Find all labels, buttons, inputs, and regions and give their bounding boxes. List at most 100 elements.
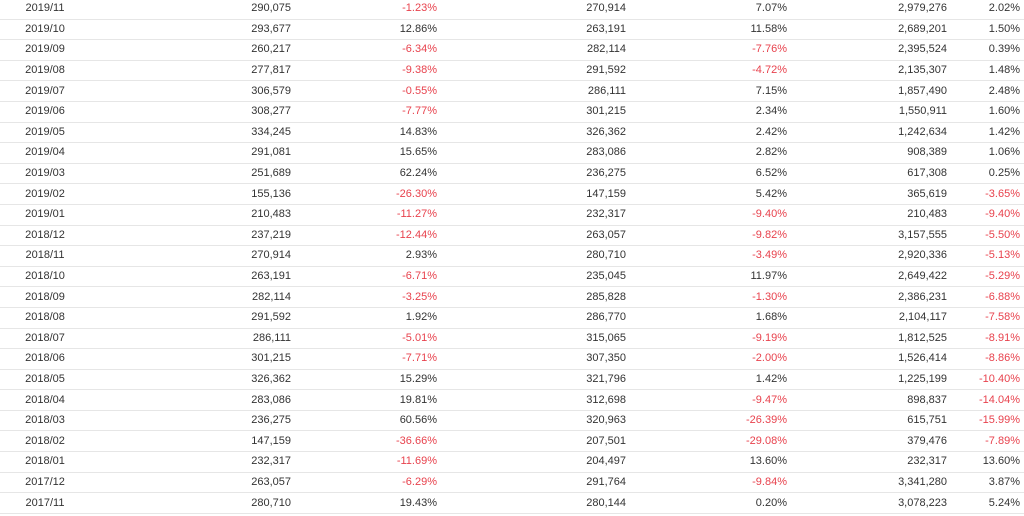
value-cell: 291,081 xyxy=(90,142,291,164)
percent-cell: 5.42% xyxy=(626,183,787,205)
percent-cell: -3.65% xyxy=(947,183,1024,205)
value-cell: 1,812,525 xyxy=(787,328,947,350)
percent-cell: 1.60% xyxy=(947,101,1024,123)
table-row: 2019/09 260,217 -6.34% 282,114 -7.76% 2,395,5… xyxy=(0,39,1024,61)
value-cell: 270,914 xyxy=(90,245,291,267)
value-cell: 615,751 xyxy=(787,410,947,432)
value-cell: 365,619 xyxy=(787,183,947,205)
value-cell: 210,483 xyxy=(787,204,947,226)
percent-cell: 6.52% xyxy=(626,163,787,185)
table-row: 2018/04 283,086 19.81% 312,698 -9.47% 898,837… xyxy=(0,389,1024,411)
value-cell: 306,579 xyxy=(90,80,291,102)
value-cell: 3,078,223 xyxy=(787,492,947,514)
value-cell: 232,317 xyxy=(90,451,291,473)
table-row: 2018/11 270,914 2.93% 280,710 -3.49% 2,920,33… xyxy=(0,245,1024,267)
value-cell: 898,837 xyxy=(787,389,947,411)
month-cell: 2018/02 xyxy=(0,430,90,453)
value-cell: 236,275 xyxy=(437,163,626,185)
percent-cell: 1.48% xyxy=(947,60,1024,82)
percent-cell: 60.56% xyxy=(291,410,437,432)
table-row: 2018/01 232,317 -11.69% 204,497 13.60% 232,31… xyxy=(0,451,1024,473)
value-cell: 286,770 xyxy=(437,307,626,329)
percent-cell: -5.50% xyxy=(947,225,1024,247)
percent-cell: 2.34% xyxy=(626,101,787,123)
value-cell: 147,159 xyxy=(437,183,626,205)
value-cell: 3,157,555 xyxy=(787,225,947,247)
percent-cell: -29.08% xyxy=(626,430,787,453)
percent-cell: -12.44% xyxy=(291,225,437,247)
table-row: 2017/12 263,057 -6.29% 291,764 -9.84% 3,341,2… xyxy=(0,472,1024,494)
month-cell: 2018/10 xyxy=(0,266,90,288)
percent-cell: 7.07% xyxy=(626,0,787,20)
table-row: 2018/12 237,219 -12.44% 263,057 -9.82% 3,157,… xyxy=(0,225,1024,247)
percent-cell: 0.25% xyxy=(947,163,1024,185)
month-cell: 2019/02 xyxy=(0,183,90,205)
value-cell: 280,710 xyxy=(90,492,291,514)
percent-cell: 3.87% xyxy=(947,472,1024,494)
value-cell: 260,217 xyxy=(90,39,291,61)
percent-cell: -7.77% xyxy=(291,101,437,123)
value-cell: 283,086 xyxy=(437,142,626,164)
percent-cell: -7.76% xyxy=(626,39,787,61)
value-cell: 1,550,911 xyxy=(787,101,947,123)
value-cell: 2,135,307 xyxy=(787,60,947,82)
percent-cell: 14.83% xyxy=(291,122,437,144)
table-row: 2019/03 251,689 62.24% 236,275 6.52% 617,308 0… xyxy=(0,163,1024,185)
month-cell: 2019/03 xyxy=(0,163,90,185)
month-cell: 2017/12 xyxy=(0,472,90,494)
month-cell: 2019/10 xyxy=(0,19,90,41)
month-cell: 2018/05 xyxy=(0,369,90,391)
percent-cell: 1.50% xyxy=(947,19,1024,41)
percent-cell: 15.29% xyxy=(291,369,437,391)
table-row: 2018/05 326,362 15.29% 321,796 1.42% 1,225,19… xyxy=(0,369,1024,391)
value-cell: 210,483 xyxy=(90,204,291,226)
table-row: 2018/03 236,275 60.56% 320,963 -26.39% 615,75… xyxy=(0,410,1024,432)
percent-cell: 2.82% xyxy=(626,142,787,164)
percent-cell: -14.04% xyxy=(947,389,1024,411)
table-row: 2018/10 263,191 -6.71% 235,045 11.97% 2,649,4… xyxy=(0,266,1024,288)
table-row: 2019/08 277,817 -9.38% 291,592 -4.72% 2,135,3… xyxy=(0,60,1024,82)
value-cell: 155,136 xyxy=(90,183,291,205)
percent-cell: -7.89% xyxy=(947,430,1024,453)
value-cell: 379,476 xyxy=(787,430,947,453)
value-cell: 147,159 xyxy=(90,430,291,453)
percent-cell: -36.66% xyxy=(291,430,437,453)
month-cell: 2018/01 xyxy=(0,451,90,473)
value-cell: 236,275 xyxy=(90,410,291,432)
percent-cell: 13.60% xyxy=(947,451,1024,473)
value-cell: 280,144 xyxy=(437,492,626,514)
percent-cell: 19.43% xyxy=(291,492,437,514)
value-cell: 307,350 xyxy=(437,348,626,370)
value-cell: 617,308 xyxy=(787,163,947,185)
value-cell: 2,920,336 xyxy=(787,245,947,267)
percent-cell: -1.30% xyxy=(626,286,787,308)
value-cell: 263,191 xyxy=(90,266,291,288)
percent-cell: 13.60% xyxy=(626,451,787,473)
percent-cell: -11.69% xyxy=(291,451,437,473)
value-cell: 2,104,117 xyxy=(787,307,947,329)
value-cell: 237,219 xyxy=(90,225,291,247)
percent-cell: 0.39% xyxy=(947,39,1024,61)
percent-cell: 1.42% xyxy=(626,369,787,391)
table-row: 2019/05 334,245 14.83% 326,362 2.42% 1,242,63… xyxy=(0,122,1024,144)
value-cell: 235,045 xyxy=(437,266,626,288)
percent-cell: 1.42% xyxy=(947,122,1024,144)
percent-cell: 2.93% xyxy=(291,245,437,267)
percent-cell: -6.88% xyxy=(947,286,1024,308)
month-cell: 2018/03 xyxy=(0,410,90,432)
value-cell: 263,057 xyxy=(437,225,626,247)
month-cell: 2018/12 xyxy=(0,225,90,247)
percent-cell: -6.34% xyxy=(291,39,437,61)
month-cell: 2018/11 xyxy=(0,245,90,267)
value-cell: 263,191 xyxy=(437,19,626,41)
table-row: 2019/04 291,081 15.65% 283,086 2.82% 908,389 1… xyxy=(0,142,1024,164)
percent-cell: -9.84% xyxy=(626,472,787,494)
percent-cell: 62.24% xyxy=(291,163,437,185)
value-cell: 282,114 xyxy=(437,39,626,61)
percent-cell: 1.68% xyxy=(626,307,787,329)
percent-cell: -8.86% xyxy=(947,348,1024,370)
value-cell: 1,242,634 xyxy=(787,122,947,144)
value-cell: 263,057 xyxy=(90,472,291,494)
month-cell: 2019/11 xyxy=(0,0,90,20)
